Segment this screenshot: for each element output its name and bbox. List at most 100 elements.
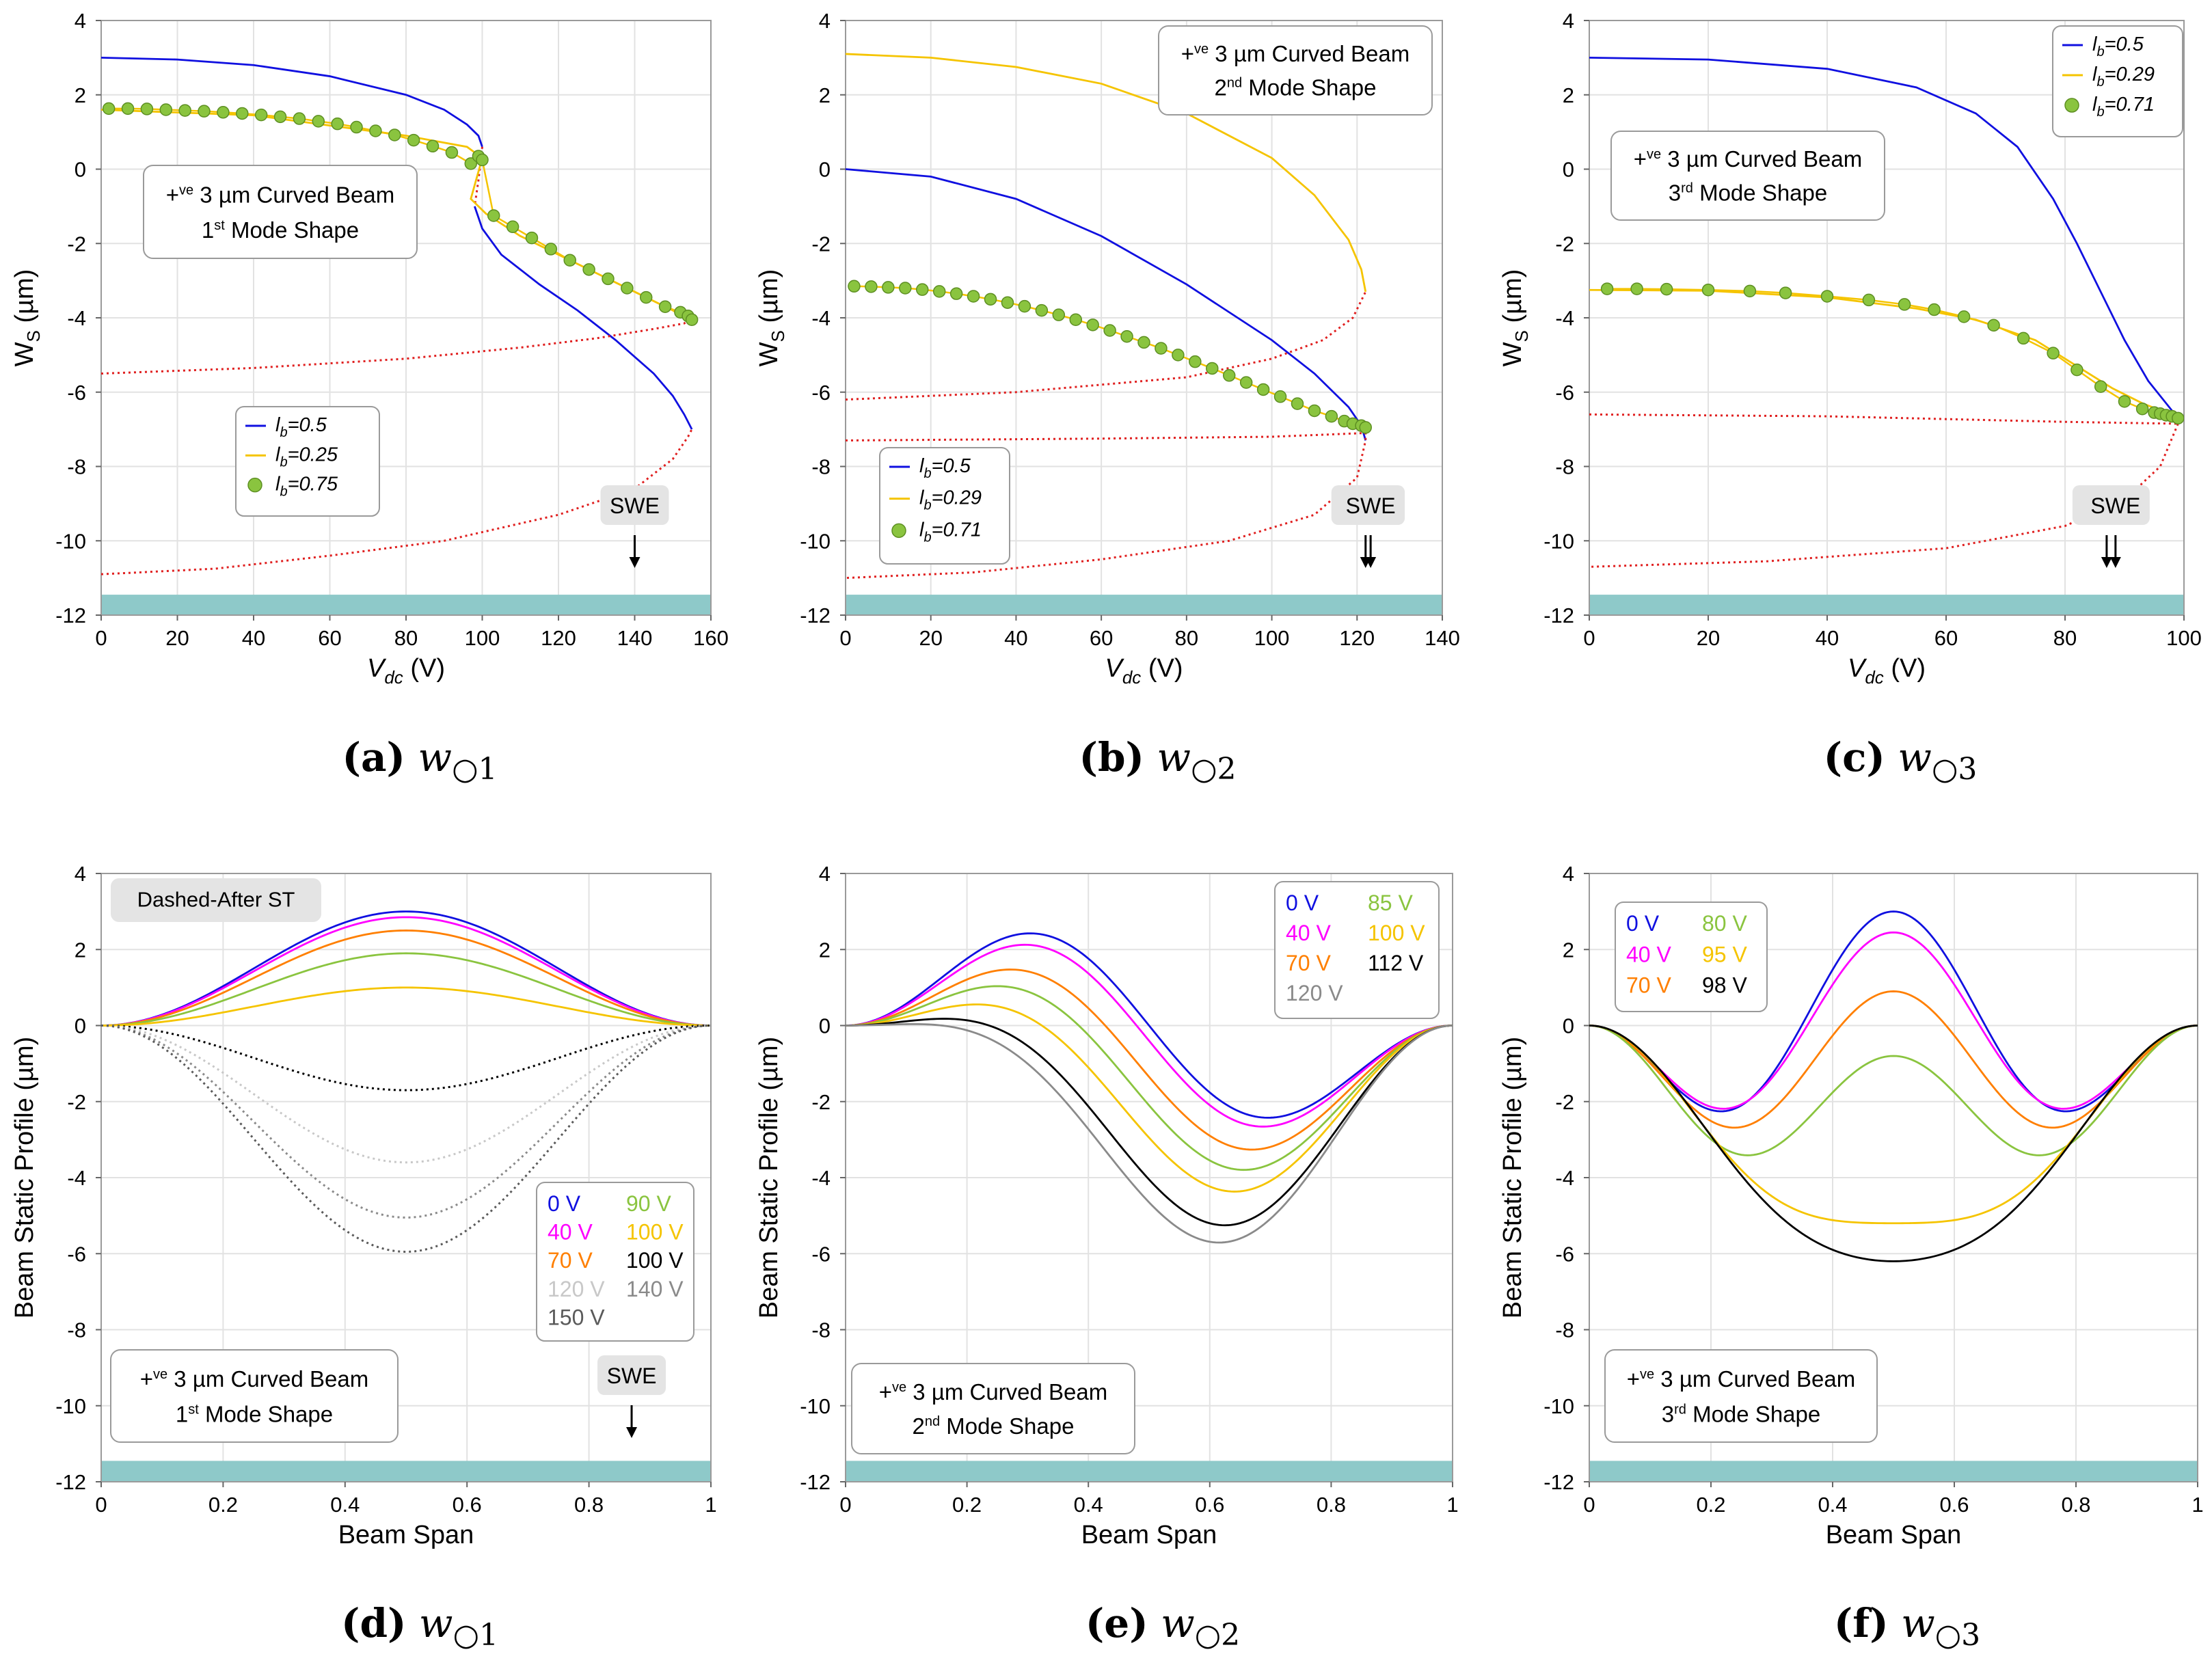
data-point — [658, 300, 672, 313]
x-axis-label: Vdc (V) — [367, 654, 445, 688]
y-tick-label: -8 — [1555, 1318, 1574, 1342]
title-line1-sup: ve — [892, 1380, 906, 1395]
note-badge — [111, 878, 321, 922]
data-point — [293, 112, 306, 125]
data-point — [639, 290, 653, 304]
data-point — [899, 282, 912, 295]
title-line1-sup: ve — [153, 1367, 167, 1382]
substrate-band — [1589, 595, 2184, 615]
x-tick-label: 20 — [1697, 626, 1720, 650]
x-axis-label: Vdc (V) — [1848, 654, 1926, 688]
title-line2: 2nd Mode Shape — [1215, 74, 1377, 100]
panel-caption: (b) w○2 — [1079, 734, 1237, 787]
data-point — [1359, 421, 1373, 434]
y-tick-label: -8 — [67, 455, 86, 479]
data-point — [967, 290, 980, 303]
x-axis-label-sub: dc — [384, 667, 403, 688]
data-point — [464, 157, 478, 170]
title-line1: +ve 3 µm Curved Beam — [879, 1379, 1108, 1405]
title-line1-pre: + — [140, 1366, 153, 1392]
title-line2-pre: 3 — [1662, 1401, 1674, 1426]
y-axis-label-base: W — [1498, 342, 1527, 366]
y-tick-label: -6 — [811, 381, 831, 405]
x-tick-label: 100 — [465, 626, 500, 650]
series-line-140-V — [101, 1025, 711, 1219]
voltage-legend-entry: 120 V — [1286, 981, 1343, 1005]
y-tick-label: -8 — [811, 1318, 831, 1342]
x-tick-label: 40 — [1816, 626, 1839, 650]
series-line-lb-0-29-unstable — [846, 291, 1367, 401]
y-tick-label: -10 — [800, 1394, 831, 1418]
series-line-40-V — [846, 943, 1453, 1128]
voltage-legend-entry: 0 V — [1286, 891, 1319, 915]
data-point — [2135, 402, 2149, 416]
data-point — [848, 280, 861, 293]
data-point — [525, 231, 539, 245]
series-line-40-V — [1589, 931, 2198, 1110]
data-point — [2118, 395, 2131, 408]
data-point — [426, 139, 440, 153]
x-tick-label: 120 — [1339, 626, 1375, 650]
data-point — [1987, 318, 2000, 332]
y-tick-label: -6 — [67, 381, 86, 405]
y-tick-label: 4 — [1563, 9, 1574, 33]
caption-sub: ○2 — [1195, 1618, 1240, 1653]
x-tick-label: 0 — [95, 626, 107, 650]
y-axis-label-sub: S — [768, 330, 788, 342]
voltage-legend-entry: 112 V — [1368, 951, 1424, 975]
x-tick-label: 0 — [839, 1493, 851, 1517]
legend-label: l — [275, 414, 281, 436]
y-tick-label: 0 — [1563, 1014, 1574, 1038]
legend-value: =0.29 — [2105, 64, 2155, 85]
y-tick-label: 0 — [819, 1014, 831, 1038]
voltage-legend-box — [1274, 881, 1440, 1019]
x-tick-label: 80 — [394, 626, 418, 650]
legend-sub: b — [2096, 74, 2104, 90]
data-point — [1069, 313, 1082, 326]
series-line-unstable-upper — [1589, 413, 2179, 425]
legend-label: l — [919, 519, 925, 541]
data-point — [1862, 293, 1876, 307]
title-line2-sup: rd — [1681, 180, 1693, 195]
series-line-lb-0-5-unstable — [101, 429, 693, 575]
x-tick-label: 60 — [1934, 626, 1958, 650]
title-line2-sup: nd — [925, 1414, 940, 1429]
y-axis-label-unit: (µm) — [755, 269, 783, 330]
data-point — [2017, 331, 2030, 345]
data-point — [2094, 380, 2107, 393]
data-point — [621, 282, 634, 295]
legend-label: l — [2092, 94, 2098, 116]
caption-math: w — [1898, 734, 1932, 781]
series-line-100-V — [101, 986, 711, 1027]
x-tick-label: 0 — [1583, 1493, 1595, 1517]
caption-letter: (e) — [1085, 1600, 1148, 1646]
legend-sub: b — [923, 466, 931, 481]
y-axis-label-base: W — [10, 342, 39, 366]
title-line1-post: 3 µm Curved Beam — [193, 182, 394, 207]
title-line2-post: Mode Shape — [199, 1401, 333, 1426]
series-line-90-V — [101, 952, 711, 1027]
x-axis-label-base: V — [367, 654, 387, 683]
legend-box — [235, 406, 380, 517]
x-tick-label: 60 — [318, 626, 341, 650]
data-point — [445, 146, 459, 159]
data-point — [1898, 298, 1911, 311]
title-line2: 3rd Mode Shape — [1662, 1401, 1820, 1426]
voltage-legend-entry: 0 V — [1626, 911, 1660, 936]
voltage-legend-entry: 140 V — [626, 1277, 684, 1301]
y-tick-label: 2 — [75, 938, 86, 962]
title-line2-pre: 2 — [913, 1413, 925, 1439]
data-point — [1052, 308, 1066, 321]
x-tick-label: 0 — [839, 626, 851, 650]
title-line1: +ve 3 µm Curved Beam — [1627, 1366, 1856, 1392]
legend-marker — [891, 523, 906, 539]
data-point — [236, 107, 249, 120]
voltage-legend-entry: 40 V — [1626, 942, 1671, 966]
x-axis-label-base: Beam Span — [338, 1521, 474, 1549]
x-tick-label: 0.6 — [1939, 1493, 1969, 1517]
series-line-70-V — [101, 930, 711, 1027]
swe-arrow-head — [2101, 557, 2112, 568]
data-point — [865, 280, 878, 293]
legend-label: l — [275, 444, 281, 465]
